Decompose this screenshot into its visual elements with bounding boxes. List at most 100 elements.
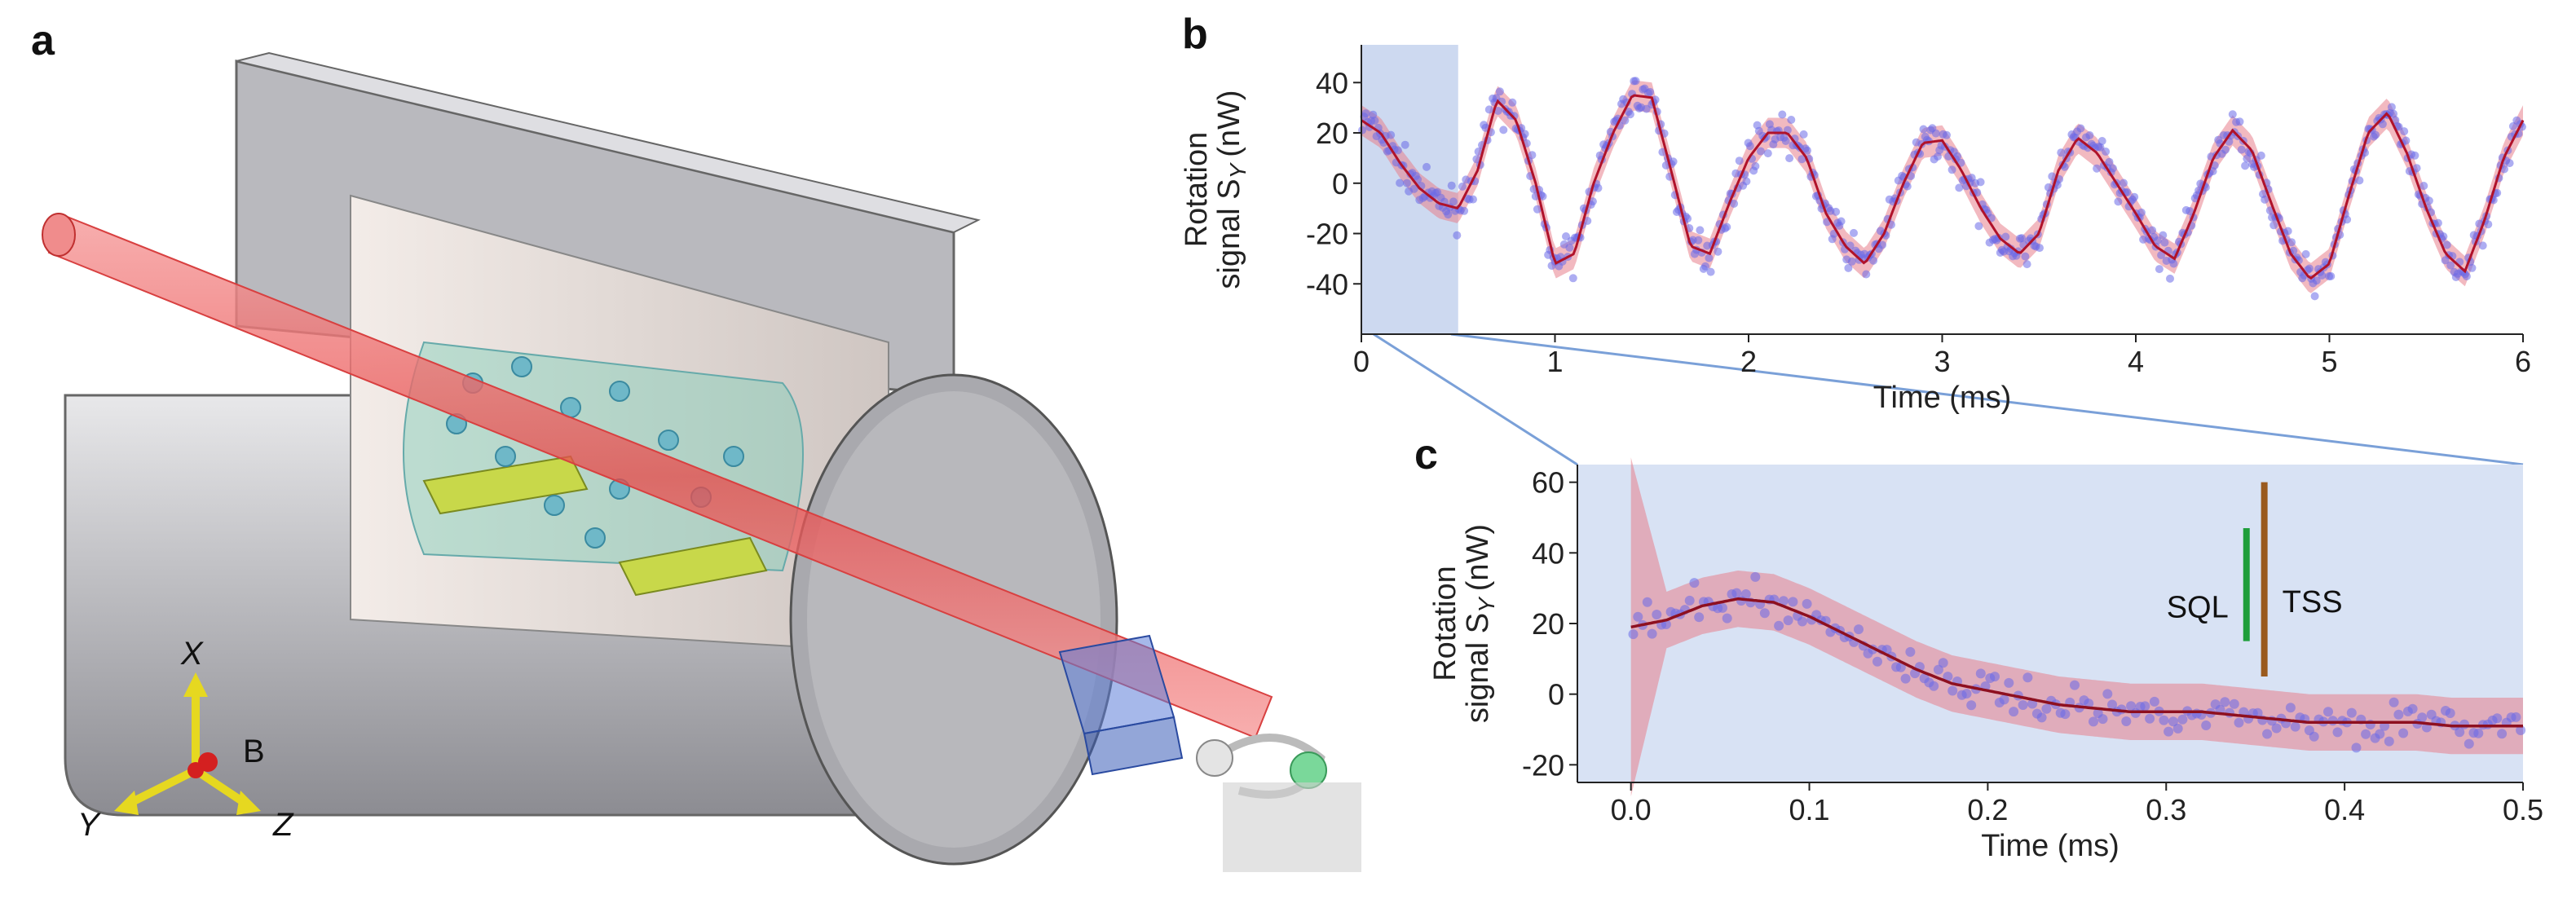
data-point (1499, 126, 1508, 134)
data-point (2107, 699, 2117, 710)
x-axis-label: Time (ms) (1873, 381, 2012, 415)
panel-c-label: c (1414, 431, 1438, 478)
data-point (1974, 222, 1983, 231)
x-tick-label: 4 (2128, 345, 2144, 378)
data-point (2305, 264, 2314, 273)
data-point (2493, 188, 2502, 197)
data-point (2327, 271, 2336, 280)
data-point (1533, 205, 1542, 214)
data-point (2137, 208, 2146, 217)
data-point (1705, 253, 1714, 262)
data-point (2229, 698, 2239, 709)
data-point (1802, 598, 1812, 609)
data-point (2160, 238, 2169, 247)
data-point (2157, 251, 2166, 259)
x-tick-label: 0.0 (1611, 793, 1652, 826)
coordinate-axes-icon (114, 672, 261, 815)
data-point (1396, 178, 1405, 187)
chart-b: -40 -20 0 20 40 0 1 2 3 4 5 6 Time (ms) Rotationsigna… (1180, 45, 2531, 415)
data-point (1735, 156, 1744, 165)
data-point (1628, 629, 1639, 640)
data-point (1588, 197, 1597, 206)
y-axis-label-line2: signal SY (nW) (1212, 90, 1251, 289)
bar-label-tss: TSS (2283, 585, 2343, 619)
data-point (1718, 602, 1727, 613)
data-point (2473, 728, 2484, 738)
data-point (2290, 721, 2300, 732)
data-point (1722, 613, 1732, 624)
data-point (2210, 161, 2219, 170)
data-point (2148, 226, 2157, 235)
x-tick-label: 0 (1353, 345, 1370, 378)
data-point (2097, 714, 2108, 725)
data-point (1484, 105, 1493, 114)
data-point (1402, 178, 1411, 187)
data-point (2327, 716, 2338, 726)
data-point (1562, 232, 1570, 240)
panel-b-label: b (1182, 11, 1208, 58)
data-point (2149, 696, 2159, 707)
x-tick-label: 0.1 (1789, 793, 1830, 826)
x-axis-label: Time (ms) (1981, 829, 2119, 863)
zoom-connector-left (1373, 333, 1578, 466)
data-point (1646, 87, 1655, 96)
data-point (2389, 109, 2398, 118)
data-point (2036, 712, 2047, 723)
data-point (1757, 147, 1765, 156)
data-point (1694, 236, 1703, 245)
data-point (1631, 77, 1640, 86)
y-tick-label: 20 (1316, 117, 1348, 150)
data-point (1742, 177, 1751, 186)
data-point (2022, 672, 2033, 683)
data-point (2351, 743, 2362, 753)
x-tick-label: 0.3 (2146, 793, 2186, 826)
data-point (2269, 221, 2278, 230)
data-point (1778, 110, 1787, 119)
data-point (1469, 195, 1477, 204)
data-point (2076, 124, 2085, 133)
data-point (1642, 104, 1651, 113)
data-point (2310, 292, 2319, 301)
data-point (2102, 148, 2111, 156)
x-tick-label: 1 (1546, 345, 1563, 378)
data-point (1862, 270, 1871, 279)
y-axis-label-text: signal S (1461, 613, 1495, 723)
data-point (2177, 714, 2188, 725)
data-point (1361, 109, 1370, 118)
fit-line (1361, 94, 2525, 280)
data-point (2492, 713, 2503, 724)
data-point (2057, 148, 2066, 157)
data-point (1701, 262, 1709, 271)
data-point (2464, 738, 2474, 749)
data-point (2346, 707, 2357, 718)
data-point (2301, 249, 2310, 258)
data-point (1652, 610, 1662, 619)
y-tick-label: 20 (1532, 607, 1564, 641)
data-point (2361, 729, 2371, 739)
data-point (2234, 717, 2244, 728)
chart-c: SQL TSS -20 0 20 40 60 0.0 0.1 0.2 0.3 0.4 0.5 Time (… (1428, 457, 2543, 863)
data-point (2009, 707, 2019, 717)
data-point (1493, 107, 1502, 115)
data-point (2130, 192, 2139, 201)
data-point (2283, 227, 2292, 236)
data-point (1778, 596, 1789, 606)
data-point (1520, 130, 1529, 139)
data-point (2097, 137, 2106, 145)
y-axis-label-line1: Rotation (1428, 566, 1462, 681)
data-point (1423, 162, 1431, 171)
data-point (2355, 176, 2364, 185)
data-point (1750, 571, 1761, 582)
data-point (1966, 700, 1977, 711)
data-point (1594, 183, 1603, 192)
data-point (2155, 265, 2164, 274)
data-point (1447, 181, 1456, 190)
axis-y-label: Y (77, 807, 102, 843)
y-tick-label: 0 (1332, 167, 1348, 201)
data-point (2220, 697, 2230, 707)
x-tick-label: 0.4 (2324, 793, 2365, 826)
data-point (2241, 161, 2250, 170)
data-point (2287, 238, 2296, 247)
data-point (2228, 110, 2237, 119)
